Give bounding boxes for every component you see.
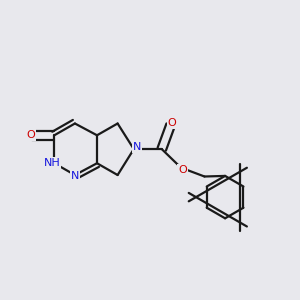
Text: O: O [168, 118, 176, 128]
Text: NH: NH [44, 158, 60, 168]
Text: O: O [178, 165, 187, 175]
Text: N: N [71, 171, 79, 181]
Text: N: N [133, 142, 142, 152]
Text: O: O [26, 130, 35, 140]
